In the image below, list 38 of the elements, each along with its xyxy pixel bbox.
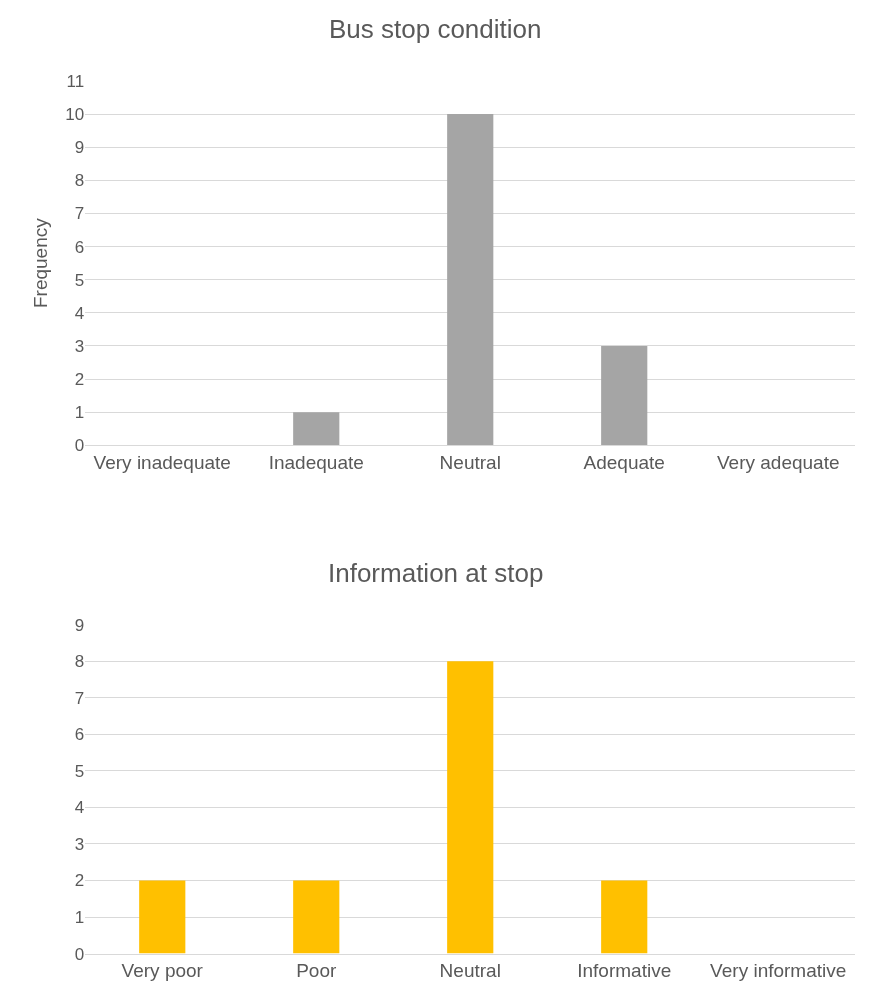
x-tick-label: Inadequate	[268, 452, 364, 474]
y-tick-label: 2	[74, 871, 85, 891]
y-tick-label: 3	[74, 834, 85, 854]
y-tick-label: 0	[74, 944, 85, 964]
y-tick-label: 9	[74, 615, 85, 635]
bar	[447, 114, 494, 446]
y-tick-label: 7	[74, 688, 85, 708]
y-tick-label: 5	[74, 761, 85, 781]
x-tick-label: Adequate	[583, 452, 665, 474]
y-tick-label: 1	[74, 403, 85, 423]
chart-title: Bus stop condition	[329, 14, 542, 44]
chart-title: Information at stop	[328, 558, 544, 588]
bar	[293, 412, 340, 446]
y-tick-label: 9	[74, 138, 85, 158]
y-tick-label: 8	[74, 652, 85, 672]
x-tick-label: Informative	[577, 960, 672, 982]
y-tick-label: 0	[74, 436, 85, 456]
y-tick-label: 5	[74, 270, 85, 290]
y-tick-label: 6	[74, 237, 85, 257]
x-tick-label: Very informative	[710, 960, 847, 982]
y-tick-label: 7	[74, 204, 85, 224]
y-tick-label: 1	[74, 908, 85, 928]
bar	[601, 345, 648, 446]
y-tick-label: 6	[74, 725, 85, 745]
x-tick-label: Neutral	[439, 452, 501, 474]
x-tick-label: Very adequate	[716, 452, 840, 474]
y-tick-label: 8	[74, 171, 85, 191]
x-tick-label: Very inadequate	[93, 452, 231, 474]
y-tick-label: 2	[74, 370, 85, 390]
y-tick-label: 3	[74, 336, 85, 356]
y-tick-label: 11	[66, 71, 85, 91]
y-tick-label: 10	[65, 104, 85, 124]
x-tick-label: Poor	[296, 960, 337, 982]
x-tick-label: Very poor	[121, 960, 204, 982]
x-tick-label: Neutral	[439, 960, 501, 982]
y-tick-label: 4	[74, 798, 85, 818]
y-axis-title: Frequency	[30, 217, 52, 309]
y-tick-label: 4	[74, 303, 85, 323]
